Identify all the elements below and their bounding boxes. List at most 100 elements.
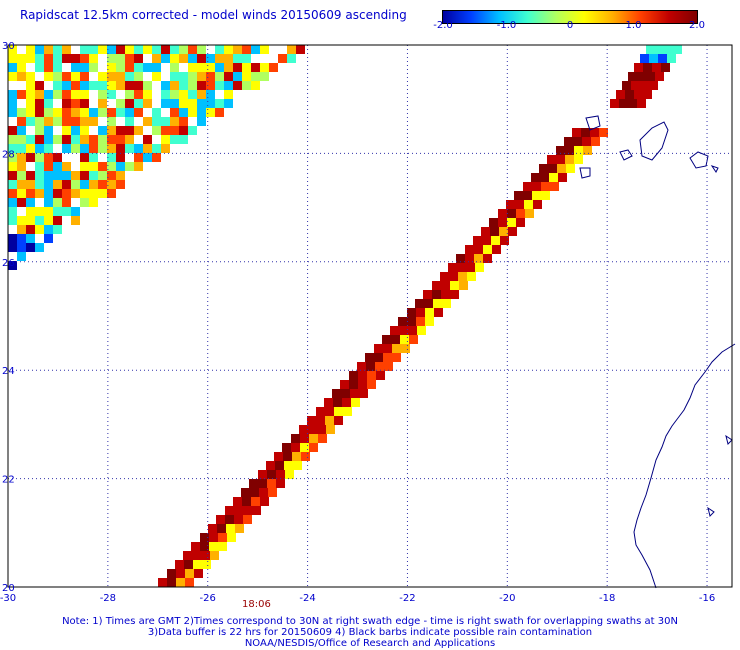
- wind-cell: [242, 497, 251, 506]
- wind-cell: [170, 108, 179, 117]
- wind-cell: [98, 108, 107, 117]
- wind-cell: [44, 162, 53, 171]
- wind-cell: [459, 281, 468, 290]
- wind-cell: [566, 164, 575, 173]
- wind-cell: [619, 99, 628, 108]
- wind-cell: [152, 54, 161, 63]
- wind-cell: [565, 155, 574, 164]
- wind-cell: [44, 99, 53, 108]
- wind-cell: [409, 335, 418, 344]
- wind-cell: [26, 144, 35, 153]
- wind-cell: [433, 299, 442, 308]
- wind-cell: [200, 542, 209, 551]
- wind-cell: [425, 308, 434, 317]
- wind-cell: [80, 45, 89, 54]
- wind-cell: [8, 189, 17, 198]
- wind-cell: [625, 90, 634, 99]
- wind-cell: [80, 180, 89, 189]
- wind-cell: [287, 54, 296, 63]
- canary-island-4: [585, 115, 601, 131]
- wind-cell: [558, 173, 567, 182]
- wind-cell: [62, 198, 71, 207]
- wind-cell: [179, 54, 188, 63]
- wind-cell: [334, 407, 343, 416]
- wind-cell: [170, 81, 179, 90]
- wind-cell: [188, 45, 197, 54]
- wind-cell: [367, 371, 376, 380]
- wind-cell: [482, 236, 491, 245]
- wind-cell: [35, 180, 44, 189]
- wind-cell: [640, 54, 649, 63]
- wind-cell: [53, 63, 62, 72]
- wind-cell: [80, 54, 89, 63]
- wind-cell: [622, 81, 631, 90]
- wind-cell: [291, 443, 300, 452]
- wind-cell: [216, 515, 225, 524]
- wind-cell: [197, 108, 206, 117]
- y-tick-label: 22: [2, 475, 15, 486]
- wind-cell: [44, 144, 53, 153]
- wind-cell: [26, 81, 35, 90]
- wind-cell: [116, 144, 125, 153]
- wind-cell: [134, 54, 143, 63]
- wind-cell: [161, 117, 170, 126]
- wind-cell: [197, 99, 206, 108]
- wind-cell: [71, 63, 80, 72]
- wind-cell: [107, 126, 116, 135]
- wind-cell: [365, 353, 374, 362]
- wind-cell: [152, 108, 161, 117]
- wind-cell: [375, 362, 384, 371]
- wind-cell: [548, 164, 557, 173]
- wind-cell: [134, 162, 143, 171]
- wind-cell: [71, 135, 80, 144]
- wind-cell: [465, 254, 474, 263]
- wind-cell: [188, 99, 197, 108]
- wind-cell: [667, 54, 676, 63]
- wind-cell: [98, 81, 107, 90]
- wind-cell: [450, 290, 459, 299]
- wind-cell: [8, 90, 17, 99]
- wind-cell: [35, 90, 44, 99]
- wind-cell: [167, 578, 176, 587]
- wind-cell: [35, 108, 44, 117]
- wind-cell: [44, 126, 53, 135]
- wind-cell: [107, 180, 116, 189]
- wind-cell: [316, 416, 325, 425]
- wind-cell: [134, 72, 143, 81]
- wind-cell: [358, 380, 367, 389]
- wind-cell: [176, 569, 185, 578]
- wind-cell: [35, 99, 44, 108]
- wind-cell: [628, 99, 637, 108]
- wind-cell: [71, 90, 80, 99]
- wind-cell: [161, 90, 170, 99]
- wind-cell: [44, 63, 53, 72]
- wind-cell: [276, 479, 285, 488]
- wind-cell: [89, 54, 98, 63]
- wind-cell: [233, 54, 242, 63]
- wind-cell: [116, 180, 125, 189]
- wind-cell: [350, 389, 359, 398]
- cape-verde-islet: [725, 434, 733, 445]
- wind-cell: [325, 416, 334, 425]
- wind-cell: [442, 299, 451, 308]
- wind-cell: [125, 72, 134, 81]
- wind-cell: [35, 216, 44, 225]
- plot-frame: [7, 44, 733, 588]
- wind-cell: [8, 207, 17, 216]
- wind-cell: [574, 155, 583, 164]
- wind-cell: [53, 207, 62, 216]
- x-tick-label: -30: [0, 593, 16, 604]
- wind-cell: [26, 198, 35, 207]
- wind-cell: [218, 542, 227, 551]
- wind-cell: [152, 153, 161, 162]
- wind-cell: [143, 135, 152, 144]
- wind-cell: [44, 216, 53, 225]
- wind-cell: [98, 171, 107, 180]
- wind-cell: [80, 198, 89, 207]
- wind-cell: [26, 153, 35, 162]
- wind-cell: [125, 90, 134, 99]
- wind-cell: [318, 434, 327, 443]
- wind-cell: [176, 578, 185, 587]
- y-tick-label: 26: [2, 258, 15, 269]
- wind-cell: [417, 326, 426, 335]
